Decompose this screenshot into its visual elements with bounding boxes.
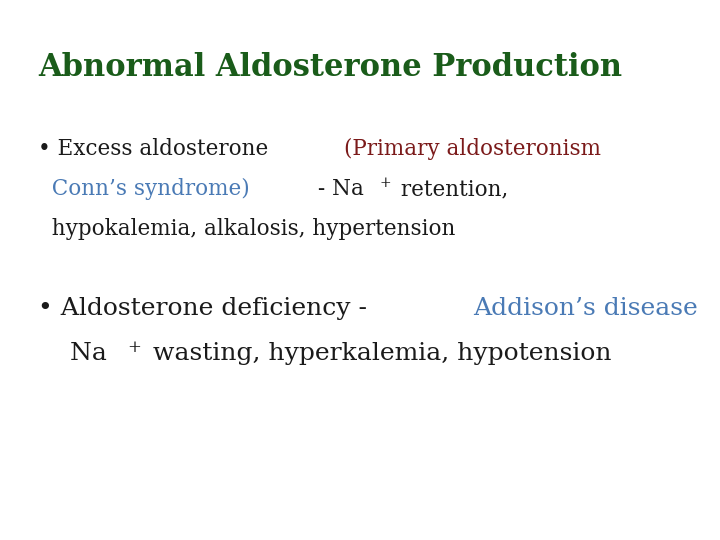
Text: - Na: - Na	[311, 178, 364, 200]
Text: +: +	[379, 176, 391, 190]
Text: Addison’s disease: Addison’s disease	[473, 297, 698, 320]
Text: • Excess aldosterone: • Excess aldosterone	[38, 138, 275, 160]
Text: Na: Na	[38, 342, 107, 365]
Text: hypokalemia, alkalosis, hypertension: hypokalemia, alkalosis, hypertension	[38, 218, 455, 240]
Text: • Aldosterone deficiency -: • Aldosterone deficiency -	[38, 297, 375, 320]
Text: retention,: retention,	[395, 178, 509, 200]
Text: Conn’s syndrome): Conn’s syndrome)	[38, 178, 250, 200]
Text: wasting, hyperkalemia, hypotension: wasting, hyperkalemia, hypotension	[145, 342, 611, 365]
Text: (Primary aldosteronism: (Primary aldosteronism	[344, 138, 601, 160]
Text: +: +	[127, 339, 140, 356]
Text: Abnormal Aldosterone Production: Abnormal Aldosterone Production	[38, 52, 622, 83]
